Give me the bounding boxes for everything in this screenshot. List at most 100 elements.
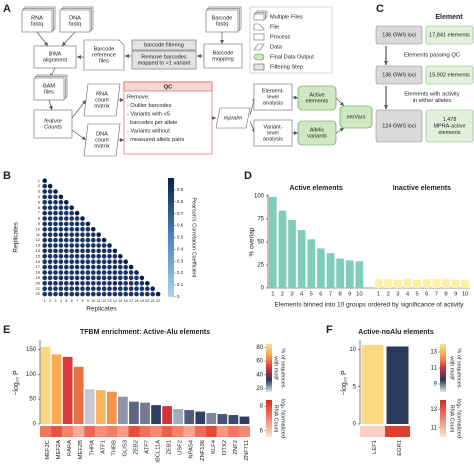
arrow — [71, 129, 87, 141]
bar — [217, 414, 228, 424]
colorbar-label: % of sequences — [280, 348, 286, 387]
x-tick-label: 9 — [348, 292, 351, 298]
correlation-dot — [42, 178, 47, 183]
y-tick-label: 50 — [29, 397, 36, 403]
rna-count-cell — [62, 426, 74, 437]
bar — [206, 413, 217, 424]
node-box — [297, 85, 337, 111]
correlation-dot — [53, 237, 58, 243]
loci-box — [375, 25, 423, 45]
correlation-dot — [47, 205, 53, 210]
correlation-dot — [134, 270, 139, 275]
node-box — [123, 81, 213, 155]
colorbar — [168, 178, 174, 297]
bar — [151, 405, 161, 424]
correlation-dot — [58, 291, 64, 297]
correlation-dot — [47, 286, 53, 292]
correlation-dot — [64, 205, 69, 210]
node-label: DNA — [69, 15, 81, 21]
colorbar-tick-label: 20 — [256, 386, 263, 392]
y-tick-label: 16 — [36, 259, 41, 264]
correlation-dot — [96, 237, 101, 243]
node-box — [21, 9, 53, 33]
correlation-dot — [53, 227, 58, 232]
correlation-dot — [47, 210, 53, 216]
x-tick-label: KLF4 — [211, 439, 217, 454]
correlation-dot — [47, 237, 53, 243]
qc-line: barcodes per allele — [127, 120, 177, 126]
bar — [413, 279, 421, 288]
correlation-dot — [69, 291, 74, 297]
correlation-dot — [58, 216, 64, 221]
correlation-dot — [128, 264, 134, 270]
correlation-dot — [42, 200, 47, 205]
colorbar-label: % of sequences — [456, 348, 462, 387]
element-box — [425, 109, 474, 143]
correlation-dot — [91, 237, 96, 243]
colorbar-tick-label: 0.8 — [177, 199, 184, 204]
legend-label: Final Data Output — [270, 54, 314, 60]
qc-line: measured allelic pairs — [127, 137, 184, 143]
correlation-dot — [85, 232, 91, 237]
correlation-dot — [118, 286, 123, 292]
correlation-dot — [101, 291, 107, 297]
correlation-dot — [64, 216, 69, 221]
x-tick-label: 20 — [145, 299, 149, 303]
colorbar-label: with motif — [449, 355, 455, 380]
correlation-dot — [42, 264, 47, 270]
node-label: level — [267, 130, 279, 136]
correlation-dot — [91, 253, 96, 259]
node-label: count — [95, 97, 109, 103]
qc-line: - Variants with <5 — [127, 111, 170, 117]
correlation-dot — [58, 248, 64, 254]
legend-label: Process — [270, 34, 290, 40]
x-tick-label: 5 — [415, 292, 418, 298]
x-tick-label: 6 — [319, 292, 322, 298]
x-tick-label: ZNF2 — [233, 440, 239, 455]
y-tick-label: 4 — [38, 194, 41, 199]
correlation-dot — [85, 270, 91, 275]
legend-icon — [253, 63, 265, 71]
correlation-dot — [74, 216, 80, 221]
rna-count-cell — [150, 426, 162, 437]
y-axis-label: Replicates — [13, 221, 20, 252]
node-label: Barcode — [94, 46, 115, 52]
correlation-dot — [74, 248, 80, 254]
correlation-dot — [64, 281, 69, 286]
correlation-dot — [42, 253, 47, 259]
rna-count-cell — [117, 426, 129, 437]
correlation-dot — [64, 286, 69, 292]
bar — [386, 346, 409, 424]
correlation-dot — [47, 248, 53, 254]
correlation-dot — [58, 205, 64, 210]
node-box — [215, 107, 251, 129]
correlation-dot — [101, 248, 107, 254]
y-tick-label: 12 — [36, 237, 41, 242]
correlation-dot — [91, 270, 96, 275]
colorbar-label: log₂ Normalized — [280, 399, 286, 438]
y-tick-label: 18 — [36, 270, 41, 275]
y-tick-label: 11 — [36, 232, 41, 237]
rna-count-cell — [51, 426, 63, 437]
bar — [118, 396, 128, 424]
node-box — [33, 45, 77, 69]
x-tick-label: 19 — [140, 299, 144, 303]
y-tick-label: 150 — [26, 347, 37, 353]
bar — [140, 402, 150, 424]
correlation-dot — [58, 221, 64, 227]
series-title: Active elements — [289, 185, 342, 192]
colorbar-tick-label: 0.1 — [177, 282, 184, 287]
legend-label: Filtering Step — [270, 64, 303, 70]
legend-label: File — [270, 24, 279, 30]
correlation-dot — [101, 286, 107, 292]
legend-icon — [253, 33, 265, 41]
correlation-dot — [112, 286, 118, 292]
correlation-dot — [80, 291, 85, 297]
legend-icon — [253, 13, 265, 21]
colorbar-tick-label: 0.2 — [177, 270, 184, 275]
correlation-dot — [96, 259, 101, 265]
correlation-dot — [101, 270, 107, 275]
y-tick-label: 9 — [38, 221, 41, 226]
y-tick-label: 0 — [33, 422, 37, 428]
x-tick-label: 16 — [124, 299, 128, 303]
